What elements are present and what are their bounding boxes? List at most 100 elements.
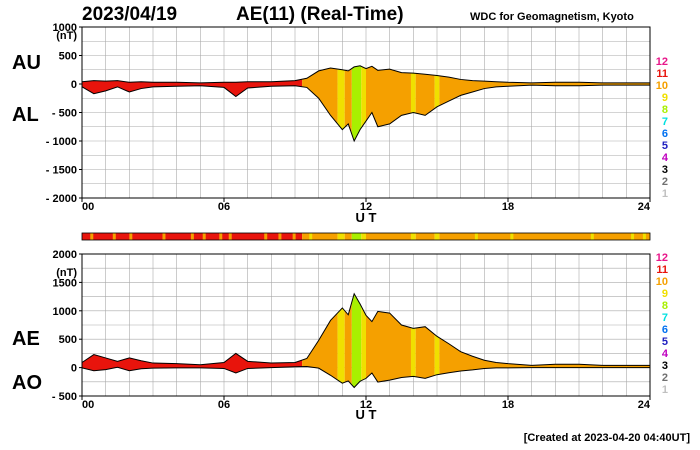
activity-strip-segment bbox=[366, 233, 411, 240]
activity-strip-segment bbox=[90, 233, 94, 240]
created-timestamp: [Created at 2023-04-20 04:40UT] bbox=[523, 432, 690, 444]
y-tick-label: - 500 bbox=[52, 391, 77, 403]
y-tick-label: 1500 bbox=[53, 277, 77, 289]
y-unit-label: (nT) bbox=[56, 267, 77, 279]
series-line-ao bbox=[81, 365, 650, 389]
legend-level-8: 8 bbox=[661, 104, 668, 116]
legend-level-2: 2 bbox=[661, 372, 668, 384]
activity-strip-segment bbox=[292, 233, 296, 240]
activity-band bbox=[366, 65, 411, 141]
legend-level-12: 12 bbox=[655, 252, 668, 264]
activity-strip-segment bbox=[410, 233, 416, 240]
panel-label-al: AL bbox=[12, 104, 39, 126]
x-tick-label: 18 bbox=[502, 399, 514, 411]
activity-strip-segment bbox=[190, 233, 194, 240]
activity-strip-segment bbox=[219, 233, 223, 240]
activity-band bbox=[344, 65, 352, 141]
institution-label: WDC for Geomagnetism, Kyoto bbox=[470, 11, 634, 23]
activity-strip-segment bbox=[474, 233, 478, 240]
legend-level-7: 7 bbox=[661, 116, 668, 128]
legend-level-1: 1 bbox=[661, 188, 668, 200]
activity-strip-segment bbox=[415, 233, 435, 240]
activity-band bbox=[351, 293, 362, 388]
panel-label-au: AU bbox=[12, 52, 41, 74]
activity-band bbox=[337, 65, 345, 141]
activity-legend-bottom: 12 11 10 9 8 7 6 5 4 3 2 1 bbox=[648, 252, 668, 396]
activity-strip-frame bbox=[81, 232, 651, 241]
x-axis-label: U T bbox=[356, 210, 377, 225]
activity-strip-segment bbox=[434, 233, 440, 240]
legend-level-6: 6 bbox=[661, 128, 668, 140]
activity-strip-segment bbox=[309, 233, 313, 240]
x-tick-label: 06 bbox=[218, 399, 230, 411]
x-tick-label: 24 bbox=[638, 399, 651, 411]
x-axis-label: U T bbox=[356, 407, 377, 422]
legend-level-10: 10 bbox=[655, 80, 668, 92]
activity-strip-segment bbox=[344, 233, 352, 240]
x-tick-label: 00 bbox=[82, 201, 94, 213]
legend-level-11: 11 bbox=[656, 264, 668, 276]
activity-strip-segment bbox=[337, 233, 345, 240]
activity-strip-segment bbox=[642, 233, 646, 240]
activity-band bbox=[361, 65, 366, 141]
activity-band bbox=[344, 293, 352, 388]
legend-level-5: 5 bbox=[661, 140, 668, 152]
legend-level-2: 2 bbox=[661, 176, 668, 188]
activity-strip-segment bbox=[510, 233, 514, 240]
activity-strip-segment bbox=[112, 233, 116, 240]
activity-strip-segment bbox=[264, 233, 268, 240]
activity-strip-segment bbox=[129, 233, 133, 240]
x-tick-label: 12 bbox=[360, 201, 372, 213]
legend-level-5: 5 bbox=[661, 336, 668, 348]
y-tick-label: 0 bbox=[71, 79, 77, 91]
legend-level-8: 8 bbox=[661, 300, 668, 312]
activity-strip-segment bbox=[228, 233, 232, 240]
legend-level-1: 1 bbox=[661, 384, 668, 396]
legend-level-4: 4 bbox=[661, 152, 668, 164]
series-line-al bbox=[81, 84, 650, 143]
y-tick-label: - 1500 bbox=[46, 165, 77, 177]
y-tick-label: - 2000 bbox=[46, 193, 77, 205]
y-tick-label: - 500 bbox=[52, 108, 77, 120]
activity-strip-segment bbox=[361, 233, 366, 240]
legend-level-7: 7 bbox=[661, 312, 668, 324]
y-tick-label: 500 bbox=[59, 334, 77, 346]
legend-level-3: 3 bbox=[661, 360, 668, 372]
x-tick-label: 18 bbox=[502, 201, 514, 213]
activity-strip-segment bbox=[302, 233, 338, 240]
y-tick-label: 2000 bbox=[53, 249, 77, 261]
x-tick-label: 00 bbox=[82, 399, 94, 411]
legend-level-9: 9 bbox=[661, 92, 668, 104]
y-tick-label: 500 bbox=[59, 51, 77, 63]
activity-strip-segment bbox=[278, 233, 282, 240]
y-tick-label: 1000 bbox=[53, 306, 77, 318]
chart-date: 2023/04/19 bbox=[82, 4, 178, 25]
activity-band bbox=[410, 293, 416, 388]
activity-strip-segment bbox=[590, 233, 594, 240]
activity-strip-segment bbox=[439, 233, 650, 240]
activity-band bbox=[361, 293, 366, 388]
activity-band bbox=[434, 293, 440, 388]
activity-band bbox=[351, 65, 362, 141]
x-tick-label: 12 bbox=[360, 399, 372, 411]
legend-level-9: 9 bbox=[661, 288, 668, 300]
y-tick-label: - 1000 bbox=[46, 136, 77, 148]
chart-title: AE(11) (Real-Time) bbox=[236, 4, 404, 25]
legend-level-4: 4 bbox=[661, 348, 668, 360]
panel-label-ae: AE bbox=[12, 328, 40, 350]
activity-legend-top: 12 11 10 9 8 7 6 5 4 3 2 1 bbox=[648, 56, 668, 200]
y-tick-label: 1000 bbox=[53, 22, 77, 34]
x-tick-label: 06 bbox=[218, 201, 230, 213]
legend-level-3: 3 bbox=[661, 164, 668, 176]
panel-label-ao: AO bbox=[12, 372, 42, 394]
activity-band bbox=[434, 65, 440, 141]
series-line-au bbox=[81, 65, 650, 84]
activity-strip-segment bbox=[202, 233, 206, 240]
x-tick-label: 24 bbox=[638, 201, 651, 213]
series-line-ae bbox=[81, 292, 650, 366]
y-tick-label: 0 bbox=[71, 363, 77, 375]
activity-strip-segment bbox=[351, 233, 362, 240]
legend-level-11: 11 bbox=[656, 68, 668, 80]
legend-level-10: 10 bbox=[655, 276, 668, 288]
activity-band bbox=[410, 65, 416, 141]
